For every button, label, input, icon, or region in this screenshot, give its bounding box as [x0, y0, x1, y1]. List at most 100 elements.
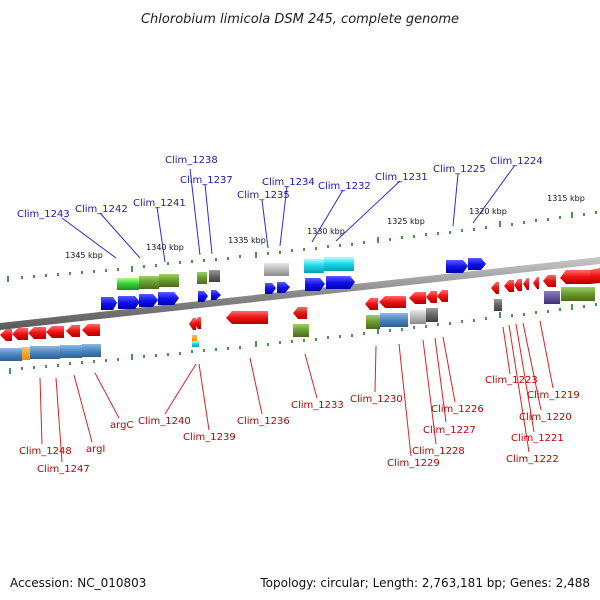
gene-cog-1227[interactable] — [426, 308, 438, 322]
gene-arrow-1239[interactable] — [194, 317, 201, 329]
gene-arrow-1225[interactable] — [446, 260, 468, 273]
gene-label-clim-1243[interactable]: Clim_1243 — [17, 209, 70, 220]
gene-arrow-1219a[interactable] — [533, 277, 539, 289]
gene-arrow-1219b[interactable] — [543, 275, 556, 287]
gene-label-argI[interactable]: argI — [86, 444, 105, 455]
gene-label-clim-1220[interactable]: Clim_1220 — [519, 412, 572, 423]
gene-label-clim-1241[interactable]: Clim_1241 — [133, 198, 186, 209]
scale-label-1345: 1345 kbp — [65, 251, 103, 260]
gene-label-clim-1234[interactable]: Clim_1234 — [262, 177, 315, 188]
gene-arrow-1240[interactable] — [189, 318, 196, 330]
gene-arrow-edge[interactable] — [590, 268, 600, 284]
gene-cog-1237[interactable] — [209, 270, 220, 282]
gene-cog-argI[interactable] — [60, 345, 82, 358]
gene-label-clim-1235[interactable]: Clim_1235 — [237, 190, 290, 201]
topology-text: Topology: circular; Length: 2,763,181 bp… — [259, 576, 590, 590]
gene-arrow-1230[interactable] — [365, 298, 378, 310]
gene-arrow-1224[interactable] — [468, 258, 486, 270]
gene-cog-1229[interactable] — [380, 313, 408, 327]
gene-arrow-1248b[interactable] — [12, 328, 28, 340]
gene-cog-1238[interactable] — [197, 272, 207, 284]
gene-label-clim-1225[interactable]: Clim_1225 — [433, 164, 486, 175]
gene-arrow-1218[interactable] — [560, 270, 590, 284]
gene-label-clim-1238[interactable]: Clim_1238 — [165, 155, 218, 166]
genome-backbone — [0, 257, 600, 330]
bottom-label-connectors — [39, 320, 554, 463]
gene-arrow-1227[interactable] — [426, 291, 437, 303]
gene-cog-1235[interactable] — [264, 263, 289, 276]
scale-ticks-lower — [9, 303, 597, 374]
scale-label-1315: 1315 kbp — [547, 194, 585, 203]
gene-arrow-1232[interactable] — [305, 278, 325, 291]
gene-arrow-argI[interactable] — [46, 326, 64, 338]
gene-cog-1228[interactable] — [410, 310, 426, 324]
gene-label-clim-1219[interactable]: Clim_1219 — [527, 390, 580, 401]
gene-arrow-argC[interactable] — [66, 325, 80, 337]
bottom-labels: Clim_1248 Clim_1247 argI argC Clim_1240 … — [19, 375, 580, 475]
gene-cog-1248-orange[interactable] — [22, 347, 30, 360]
gene-label-clim-1229[interactable]: Clim_1229 — [387, 458, 440, 469]
gene-arrow-1231[interactable] — [326, 276, 355, 289]
gene-arrow-1243[interactable] — [101, 297, 117, 310]
gene-label-clim-1236[interactable]: Clim_1236 — [237, 416, 290, 427]
gene-arrow-1233[interactable] — [293, 307, 307, 319]
gene-label-clim-1223[interactable]: Clim_1223 — [485, 375, 538, 386]
gene-arrow-1237[interactable] — [211, 290, 221, 300]
gene-label-clim-1232[interactable]: Clim_1232 — [318, 181, 371, 192]
forward-genes — [101, 257, 486, 310]
map-title: Chlorobium limicola DSM 245, complete ge… — [141, 12, 459, 27]
gene-arrow-1242[interactable] — [118, 296, 140, 309]
scale-ticks-upper — [7, 211, 597, 282]
gene-label-clim-1221[interactable]: Clim_1221 — [511, 433, 564, 444]
gene-arrow-1220[interactable] — [523, 278, 529, 290]
gene-label-clim-1248[interactable]: Clim_1248 — [19, 446, 72, 457]
gene-cog-1239[interactable] — [192, 341, 199, 347]
gene-label-argC[interactable]: argC — [110, 420, 133, 431]
gene-cog-1231[interactable] — [324, 257, 354, 271]
gene-label-clim-1247[interactable]: Clim_1247 — [37, 464, 90, 475]
gene-cog-1248[interactable] — [0, 348, 22, 361]
gene-arrow-1241a[interactable] — [139, 294, 158, 307]
gene-arrow-1238[interactable] — [198, 291, 208, 302]
gene-arrow-1221[interactable] — [514, 279, 522, 291]
gene-arrow-1223[interactable] — [491, 282, 499, 294]
gene-cog-green-1241[interactable] — [139, 276, 159, 289]
gene-arrow-1248a[interactable] — [0, 329, 12, 341]
gene-label-clim-1224[interactable]: Clim_1224 — [490, 156, 543, 167]
gene-label-clim-1222[interactable]: Clim_1222 — [506, 454, 559, 465]
gene-arrow-1234[interactable] — [277, 282, 290, 293]
gene-arrow-1229[interactable] — [379, 296, 406, 308]
gene-label-clim-1226[interactable]: Clim_1226 — [431, 404, 484, 415]
gene-arrow-1247[interactable] — [28, 327, 46, 339]
gene-cog-1219[interactable] — [544, 291, 560, 304]
gene-cog-1233[interactable] — [293, 324, 309, 337]
gene-cog-argC[interactable] — [82, 344, 101, 357]
gene-label-clim-1237[interactable]: Clim_1237 — [180, 175, 233, 186]
gene-cog-green-1242[interactable] — [117, 278, 139, 290]
gene-arrow-extra[interactable] — [82, 324, 100, 336]
gene-arrow-1241b[interactable] — [158, 292, 179, 305]
gene-label-clim-1239[interactable]: Clim_1239 — [183, 432, 236, 443]
gene-label-clim-1228[interactable]: Clim_1228 — [412, 446, 465, 457]
gene-label-clim-1233[interactable]: Clim_1233 — [291, 400, 344, 411]
top-labels: Clim_1243 Clim_1242 Clim_1241 Clim_1238 … — [17, 155, 543, 220]
gene-arrow-1236[interactable] — [226, 311, 268, 324]
gene-arrow-1235[interactable] — [265, 283, 276, 294]
gene-cog-green-1240[interactable] — [159, 274, 179, 287]
gene-cog-1223[interactable] — [494, 299, 502, 311]
gene-arrow-1228[interactable] — [409, 292, 426, 304]
gene-label-clim-1231[interactable]: Clim_1231 — [375, 172, 428, 183]
gene-arrow-1226[interactable] — [437, 290, 448, 302]
gene-cog-1230[interactable] — [366, 315, 380, 329]
gene-label-clim-1227[interactable]: Clim_1227 — [423, 425, 476, 436]
gene-cog-1240[interactable] — [192, 335, 197, 341]
gene-label-clim-1230[interactable]: Clim_1230 — [350, 394, 403, 405]
gene-arrow-1222[interactable] — [504, 280, 514, 292]
gene-cog-1218[interactable] — [561, 287, 595, 301]
gene-label-clim-1240[interactable]: Clim_1240 — [138, 416, 191, 427]
gene-label-clim-1242[interactable]: Clim_1242 — [75, 204, 128, 215]
gene-cog-1232[interactable] — [304, 259, 324, 273]
scale-label-1340: 1340 kbp — [146, 243, 184, 252]
gene-cog-1247[interactable] — [30, 346, 60, 359]
